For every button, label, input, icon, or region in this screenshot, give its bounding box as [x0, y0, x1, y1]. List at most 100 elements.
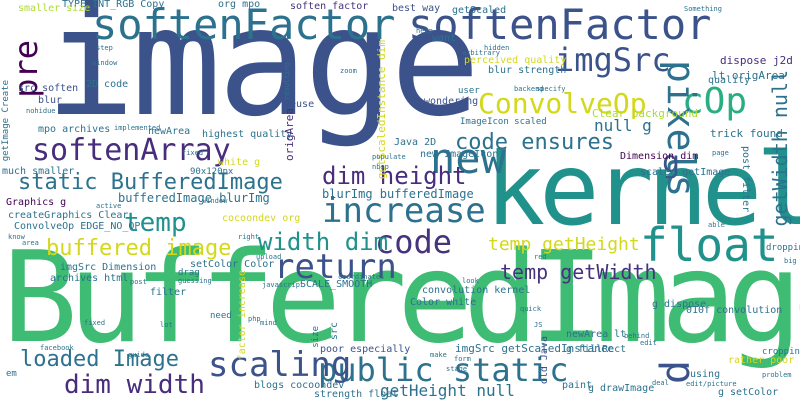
word-right: right	[238, 233, 260, 241]
word-pixels: pixels	[659, 60, 703, 198]
word-convolveop-edge-no-op: ConvolveOp EDGE_NO_OP	[14, 221, 141, 232]
word-softenfactor-2: softenFactor	[408, 0, 712, 49]
word-specify: specify	[536, 85, 566, 93]
word-lt-origarea: lt origArea	[712, 69, 785, 82]
word-js: JS	[534, 321, 543, 329]
word-make: make	[430, 351, 447, 359]
word-white-g: white g	[218, 157, 261, 168]
word-getscaled: getScaled	[452, 5, 507, 16]
word-float: float	[640, 218, 779, 272]
word-highest-quality: highest quality	[202, 129, 293, 140]
word-strength-float: strength float	[314, 389, 399, 400]
word-guessing: guessing	[178, 277, 212, 285]
word-area: area	[22, 239, 39, 247]
word-setcolor-color: setColor Color	[190, 259, 275, 270]
word-soften-factor: soften factor	[290, 1, 369, 12]
word-image: image	[45, 0, 481, 150]
word-lot: lot	[160, 321, 173, 329]
word-factor-increase: factor increase	[237, 270, 248, 361]
word-paint: paint	[562, 380, 593, 391]
word-bufferedimage-blurimg: bufferedImage blurImg	[118, 191, 270, 205]
word-code: code	[375, 223, 453, 261]
word-imageicon-scaled: ImageIcon scaled	[460, 117, 547, 127]
word-edit-picture: edit/picture	[686, 380, 737, 388]
word-window-1: window	[92, 59, 118, 67]
word-red: red	[534, 253, 547, 261]
word-able: able	[708, 221, 725, 229]
word-blogs-cocoondev: blogs cocoondev	[254, 380, 345, 391]
word-dropping: dropping	[766, 243, 800, 253]
word-rather-poor: rather poor	[728, 355, 795, 366]
word-form: form	[454, 355, 471, 363]
word-90x120px: 90x120px	[190, 167, 234, 177]
word-quick: quick	[520, 305, 542, 313]
word-perceived-quality: perceived quality	[464, 55, 567, 66]
word-fixed: fixed	[84, 319, 106, 327]
word-clear-background: Clear background	[592, 107, 698, 120]
word-coordinates: coordinates	[338, 273, 385, 281]
word-nbsp: nbsp	[372, 163, 389, 171]
word-javascript: javascript	[262, 281, 305, 289]
word-facebook: facebook	[40, 344, 74, 352]
word-deal: deal	[652, 379, 669, 387]
word-convolveop: ConvolveOp	[478, 87, 647, 120]
word-creategraphics-clear: createGraphics Clear	[8, 210, 129, 221]
word-archives-html: archives html	[50, 273, 129, 284]
word-imgsrc: imgSrc	[555, 41, 671, 79]
word-big: big	[784, 257, 797, 265]
word-mind: mind	[260, 319, 277, 327]
word-imgsrc-getscaledinstance: imgSrc getScaledInstance	[455, 342, 614, 355]
word-zoom: zoom	[340, 67, 357, 75]
word-step: step	[96, 44, 113, 52]
word-hidden: hidden	[484, 44, 510, 52]
word-getwidth-null: getWidth null	[768, 70, 792, 227]
word-softenarray: softenArray	[32, 133, 231, 168]
word-code-ensures: code ensures	[455, 130, 614, 155]
word-convolution-kernel: convolution kernel	[422, 285, 531, 296]
word-cropping: cropping	[762, 347, 800, 357]
word-g-dispose: g dispose	[652, 299, 707, 310]
word-temp-getwidth: temp getWidth	[500, 260, 657, 284]
word-user: user	[458, 86, 480, 96]
word-java-2d: Java 2D	[394, 137, 437, 148]
word-color-white: Color white	[410, 297, 477, 308]
word-php: php	[248, 315, 261, 323]
word-mpo-archives: mpo archives	[38, 124, 111, 135]
word-quality: quality	[708, 75, 751, 86]
word-something: Something	[684, 5, 722, 13]
word-reuse: reuse	[284, 99, 315, 110]
word-imgsrc-dimension: imgSrc Dimension	[60, 262, 157, 273]
word-010f-convolution: 010f convolution	[686, 305, 783, 316]
word-post: post	[130, 278, 147, 286]
word-em: em	[6, 369, 17, 379]
word-want: want	[432, 33, 457, 44]
word-newarea: newArea	[148, 126, 191, 137]
word-dim-width-1: dim width	[64, 370, 205, 400]
word-new-imageicon: new ImageIcon	[420, 149, 499, 160]
word-poor-especially: poor especially	[320, 344, 411, 355]
word-scaling: scaling	[208, 345, 352, 385]
word-post-filter: post filter	[740, 146, 751, 213]
word-return: return	[274, 247, 397, 287]
word-smaller-size: smaller size	[18, 3, 91, 14]
word-src: src	[329, 322, 340, 341]
word-getheight-null: getHeight null	[380, 381, 515, 400]
word-null-g: null g	[594, 116, 652, 135]
word-size: size	[311, 326, 321, 348]
word-new: new	[430, 134, 506, 183]
word-buffered-image: buffered image	[46, 236, 232, 261]
word-fixed-2: fixed	[182, 149, 204, 157]
word-blur-strength: blur strength	[488, 65, 567, 76]
word-scaled-getimage: scaled getImage	[640, 167, 731, 178]
word-bufferedimage: BufferedImage	[2, 224, 800, 371]
word-arbitrary: arbitrary	[462, 49, 500, 57]
word-static-bufferedimage: static BufferedImage	[18, 170, 283, 195]
word-behind: behind	[624, 332, 650, 340]
word-resulting: resulting	[283, 62, 291, 100]
word-g: g	[662, 145, 681, 180]
word-g-fillrect: g fillRect	[566, 344, 627, 355]
word-g-drawimage: g drawImage	[588, 383, 655, 394]
word-page: page	[712, 149, 729, 157]
word-look: look	[462, 277, 479, 285]
